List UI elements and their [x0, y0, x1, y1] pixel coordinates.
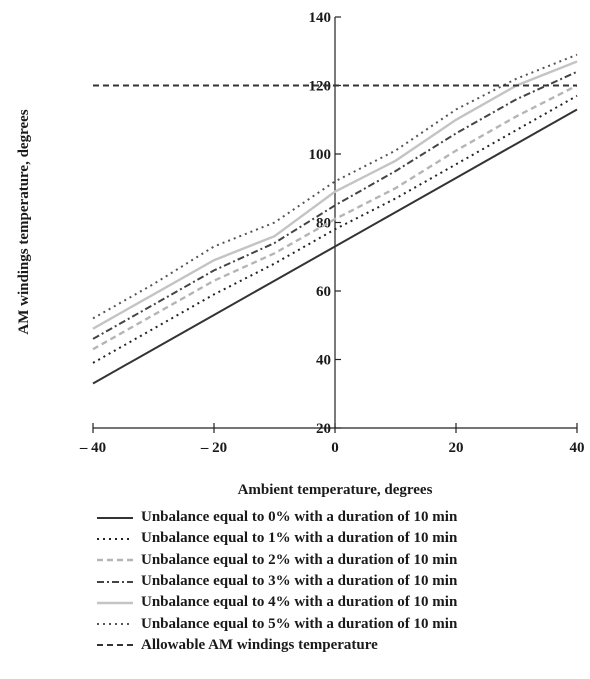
- x-axis-title: Ambient temperature, degrees: [238, 482, 433, 498]
- y-tick-label: 80: [316, 216, 331, 232]
- legend-label: Unbalance equal to 2% with a duration of…: [141, 551, 458, 568]
- legend-item: Unbalance equal to 1% with a duration of…: [96, 528, 576, 549]
- series-line: [92, 94, 578, 364]
- legend-label: Unbalance equal to 4% with a duration of…: [141, 594, 458, 611]
- x-tick-label: – 40: [79, 440, 106, 456]
- legend-swatch: [97, 623, 133, 626]
- legend-swatch: [97, 537, 133, 540]
- legend-swatch: [97, 601, 133, 605]
- y-tick-label: 40: [316, 353, 331, 369]
- legend-label: Unbalance equal to 0% with a duration of…: [141, 509, 458, 526]
- series-line: [92, 60, 578, 330]
- legend-swatch: [97, 559, 133, 562]
- legend-swatch: [97, 516, 133, 519]
- legend-item: Unbalance equal to 2% with a duration of…: [96, 550, 576, 571]
- x-tick-label: 20: [449, 440, 464, 456]
- legend: Unbalance equal to 0% with a duration of…: [96, 507, 576, 656]
- legend-item: Unbalance equal to 0% with a duration of…: [96, 507, 576, 528]
- series-line: [92, 70, 578, 340]
- legend-item: Unbalance equal to 5% with a duration of…: [96, 613, 576, 634]
- legend-label: Unbalance equal to 3% with a duration of…: [141, 573, 458, 590]
- y-axis-title: AM windings temperature, degrees: [16, 109, 32, 334]
- x-tick-label: 0: [331, 440, 339, 456]
- y-tick-label: 20: [316, 421, 331, 437]
- series-line: [92, 84, 578, 351]
- legend-item: Unbalance equal to 3% with a duration of…: [96, 571, 576, 592]
- x-tick-label: 40: [570, 440, 585, 456]
- y-tick-label: 140: [309, 10, 332, 26]
- series-line: [92, 108, 578, 385]
- x-tick-label: – 20: [200, 440, 227, 456]
- y-tick-label: 60: [316, 284, 331, 300]
- y-tick-label: 120: [309, 79, 332, 95]
- legend-item: Unbalance equal to 4% with a duration of…: [96, 592, 576, 613]
- legend-label: Unbalance equal to 5% with a duration of…: [141, 615, 458, 632]
- legend-swatch: [97, 644, 133, 647]
- y-tick-label: 100: [309, 147, 332, 163]
- legend-item: Allowable AM windings temperature: [96, 635, 576, 656]
- legend-label: Unbalance equal to 1% with a duration of…: [141, 530, 458, 547]
- legend-label: Allowable AM windings temperature: [141, 636, 378, 653]
- legend-swatch: [97, 580, 133, 583]
